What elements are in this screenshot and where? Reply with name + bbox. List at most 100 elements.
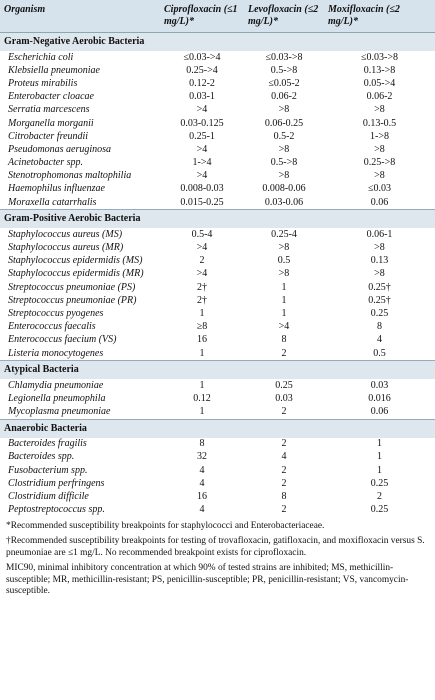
- section-title: Gram-Positive Aerobic Bacteria: [0, 209, 435, 229]
- mic-value: 16: [197, 491, 207, 503]
- mic-value: >4: [278, 321, 290, 333]
- data-row: Clostridium difficile 16 8 2: [0, 490, 435, 503]
- mic-value: 0.25-1: [189, 130, 215, 142]
- mic-value: >8: [374, 170, 385, 182]
- mic-value: 0.03: [370, 379, 389, 391]
- organism: Staphylococcus aureus (MR): [8, 242, 124, 254]
- section-title: Gram-Negative Aerobic Bacteria: [0, 32, 435, 51]
- section-row: Atypical Bacteria: [0, 360, 435, 380]
- mic-value: 2: [199, 255, 205, 267]
- mic-value: 2: [281, 406, 287, 418]
- organism: Listeria monocytogenes: [8, 347, 104, 359]
- mic-value: 1: [281, 281, 287, 293]
- mic-value: >8: [374, 242, 385, 254]
- mic-value: 0.5-4: [191, 228, 213, 240]
- organism: Peptostreptococcus spp.: [8, 504, 105, 516]
- section-row: Gram-Negative Aerobic Bacteria: [0, 32, 435, 51]
- mic-value: 1: [281, 307, 287, 319]
- organism: Enterococcus faecium (VS): [8, 334, 117, 346]
- organism: Pseudomonas aeruginosa: [8, 143, 112, 155]
- data-row: Staphylococcus aureus (MR) >4 >8 >8: [0, 241, 435, 254]
- mic-value: >8: [374, 104, 385, 116]
- organism: Staphylococcus aureus (MS): [8, 228, 123, 240]
- organism: Klebsiella pneumoniae: [8, 64, 100, 76]
- organism: Streptococcus pyogenes: [8, 307, 104, 319]
- data-row: Stenotrophomonas maltophilia >4 >8 >8: [0, 170, 435, 183]
- mic-value: 8: [281, 491, 287, 503]
- organism: Streptococcus pneumoniae (PR): [8, 294, 137, 306]
- organism: Clostridium difficile: [8, 491, 89, 503]
- data-row: Klebsiella pneumoniae 0.25->4 0.5->8 0.13->…: [0, 64, 435, 77]
- table-body: Gram-Negative Aerobic Bacteria Escherichi…: [0, 32, 435, 517]
- data-row: Clostridium perfringens 4 2 0.25: [0, 477, 435, 490]
- data-row: Morganella morganii 0.03-0.125 0.06-0.25 0.…: [0, 117, 435, 130]
- data-row: Chlamydia pneumoniae 1 0.25 0.03: [0, 379, 435, 392]
- mic-value: 1: [199, 379, 205, 391]
- section-title: Anaerobic Bacteria: [0, 418, 435, 438]
- data-row: Citrobacter freundii 0.25-1 0.5-2 1->8: [0, 130, 435, 143]
- organism: Escherichia coli: [8, 51, 74, 63]
- footnote: †Recommended susceptibility breakpoints …: [6, 536, 425, 558]
- column-header: Organism: [0, 0, 160, 33]
- mic-value: 2: [281, 464, 287, 476]
- mic-value: 4: [281, 451, 287, 463]
- mic-table: Organism Ciprofloxacin (≤1 mg/L)* Levoflox…: [0, 0, 435, 517]
- data-row: Enterobacter cloacae 0.03-1 0.06-2 0.06-2: [0, 91, 435, 104]
- mic-value: 0.008-0.06: [262, 183, 306, 195]
- organism: Staphylococcus epidermidis (MR): [8, 268, 144, 280]
- data-row: Enterococcus faecium (VS) 16 8 4: [0, 334, 435, 347]
- mic-value: 0.016: [368, 392, 391, 404]
- mic-value: >8: [374, 143, 385, 155]
- data-row: Streptococcus pyogenes 1 1 0.25: [0, 307, 435, 320]
- mic-value: 0.25->4: [186, 64, 218, 76]
- mic-value: 8: [199, 438, 205, 450]
- mic-value: 2†: [197, 281, 207, 293]
- organism: Bacteroides spp.: [8, 451, 75, 463]
- mic-value: 2: [281, 477, 287, 489]
- organism: Enterobacter cloacae: [8, 91, 94, 103]
- mic-value: 0.25: [370, 477, 389, 489]
- organism: Serratia marcescens: [8, 104, 90, 116]
- mic-value: 1: [281, 294, 287, 306]
- column-header: Ciprofloxacin (≤1 mg/L)*: [160, 0, 244, 33]
- footnotes: *Recommended susceptibility breakpoints …: [0, 517, 435, 598]
- data-row: Haemophilus influenzae 0.008-0.03 0.008-0.…: [0, 183, 435, 196]
- mic-value: >8: [374, 268, 385, 280]
- data-row: Fusobacterium spp. 4 2 1: [0, 464, 435, 477]
- mic-value: ≤0.03->8: [361, 51, 398, 63]
- mic-value: 0.03-0.06: [264, 196, 304, 208]
- mic-value: 0.03-0.125: [180, 117, 224, 129]
- section-title: Atypical Bacteria: [0, 360, 435, 380]
- mic-value: 0.008-0.03: [180, 183, 224, 195]
- mic-value: 0.25-4: [271, 228, 297, 240]
- organism: Chlamydia pneumoniae: [8, 379, 104, 391]
- data-row: Staphylococcus aureus (MS) 0.5-4 0.25-4 0.0…: [0, 228, 435, 241]
- organism: Staphylococcus epidermidis (MS): [8, 255, 143, 267]
- mic-value: ≤0.03: [368, 183, 391, 195]
- mic-value: 0.25: [275, 379, 293, 391]
- mic-value: 0.25->8: [363, 157, 396, 169]
- section-row: Gram-Positive Aerobic Bacteria: [0, 209, 435, 229]
- column-header: Moxifloxacin (≤2 mg/L)*: [324, 0, 435, 33]
- mic-value: 0.06-2: [366, 91, 393, 103]
- mic-value: 2: [377, 491, 382, 503]
- mic-value: >8: [278, 242, 290, 254]
- organism: Citrobacter freundii: [8, 130, 89, 142]
- mic-value: 1->8: [370, 130, 389, 142]
- mic-value: >8: [278, 170, 290, 182]
- organism: Moraxella catarrhalis: [8, 196, 97, 208]
- mic-value: 0.5-2: [273, 130, 295, 142]
- mic-value: 0.03: [275, 392, 293, 404]
- data-row: Listeria monocytogenes 1 2 0.5: [0, 347, 435, 361]
- mic-value: 0.03-1: [189, 91, 215, 103]
- mic-value: 0.13-0.5: [362, 117, 397, 129]
- data-row: Streptococcus pneumoniae (PR) 2† 1 0.25†: [0, 294, 435, 307]
- organism: Acinetobacter spp.: [8, 157, 83, 169]
- mic-value: >4: [196, 104, 208, 116]
- data-row: Bacteroides spp. 32 4 1: [0, 451, 435, 464]
- mic-value: 0.05->4: [363, 77, 396, 89]
- mic-value: 2†: [197, 294, 207, 306]
- mic-value: 0.25: [370, 307, 389, 319]
- organism: Proteus mirabilis: [8, 77, 78, 89]
